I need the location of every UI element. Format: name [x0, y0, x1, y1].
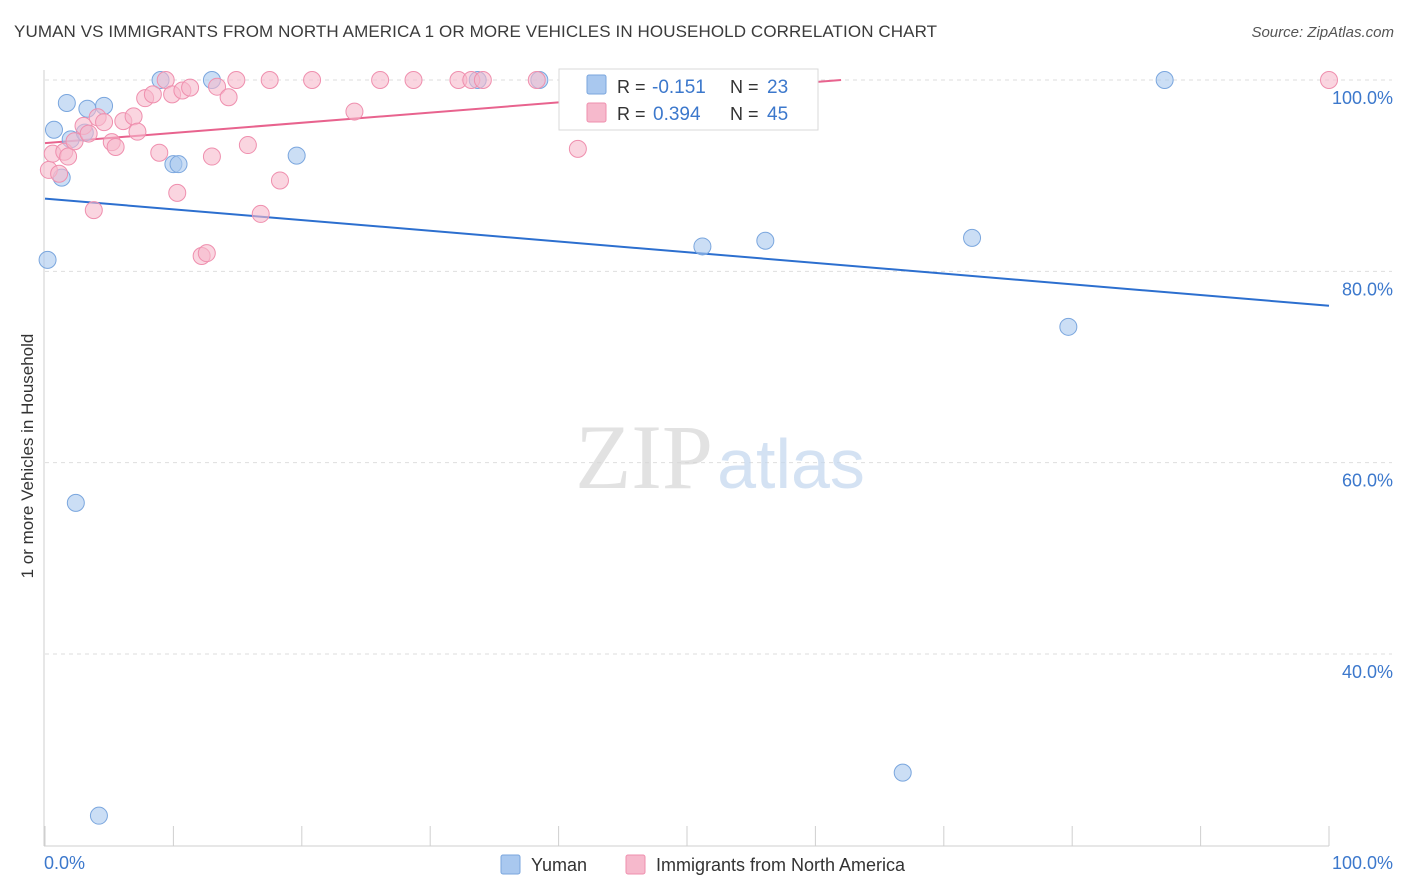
point-immigrants [202, 147, 221, 166]
point-yuman [44, 120, 63, 139]
point-immigrants [568, 139, 587, 158]
point-immigrants [168, 183, 187, 202]
bottom-legend: Yuman Immigrants from North America [500, 854, 906, 875]
point-yuman [38, 250, 57, 269]
watermark-zip: ZIP [575, 406, 713, 508]
watermark-atlas: atlas [717, 425, 865, 503]
trend-line-yuman [44, 197, 1330, 307]
y-tick-label: 40.0% [1342, 662, 1393, 682]
point-yuman [963, 228, 982, 247]
legend-n-label-2: N = [730, 104, 759, 124]
point-immigrants [128, 122, 147, 141]
point-immigrants [150, 143, 169, 162]
legend-swatch-yuman [586, 74, 607, 95]
point-immigrants [106, 137, 125, 156]
axes [43, 70, 1330, 847]
y-axis-label: 1 or more Vehicles in Household [18, 334, 37, 579]
y-tick-label: 60.0% [1342, 471, 1393, 491]
x-tick-label-min: 0.0% [44, 853, 85, 873]
point-immigrants [208, 77, 227, 96]
x-tick-labels: 0.0% 100.0% [44, 853, 1393, 873]
legend-r-label-1: R = [617, 77, 646, 97]
point-yuman [169, 155, 188, 174]
legend-r-value-2: 0.394 [653, 104, 701, 125]
point-immigrants [345, 102, 364, 121]
point-immigrants [84, 201, 103, 220]
point-immigrants [238, 136, 257, 155]
y-tick-labels: 40.0% 60.0% 80.0% 100.0% [1332, 88, 1393, 682]
point-immigrants [527, 71, 546, 89]
bottom-legend-swatch-immigrants [625, 854, 646, 875]
bottom-legend-swatch-yuman [500, 854, 521, 875]
legend-n-value-1: 23 [767, 77, 788, 98]
x-tick-label-max: 100.0% [1332, 853, 1393, 873]
y-tick-label: 100.0% [1332, 88, 1393, 108]
legend-r-value-1: -0.151 [652, 77, 706, 98]
point-immigrants [270, 171, 289, 190]
point-yuman [1059, 317, 1078, 336]
point-yuman [66, 493, 85, 512]
point-immigrants [197, 244, 216, 263]
point-immigrants [59, 147, 78, 166]
point-immigrants [251, 204, 270, 223]
y-tick-label: 80.0% [1342, 279, 1393, 299]
point-immigrants [260, 71, 279, 89]
point-immigrants [473, 71, 492, 89]
point-immigrants [79, 124, 98, 143]
point-immigrants [371, 71, 390, 89]
point-yuman [89, 806, 108, 825]
point-immigrants [404, 71, 423, 89]
watermark: ZIPatlas [575, 406, 865, 508]
chart-title: YUMAN VS IMMIGRANTS FROM NORTH AMERICA 1… [14, 22, 938, 41]
point-immigrants [124, 107, 143, 126]
point-immigrants [303, 71, 322, 89]
point-immigrants [219, 88, 238, 107]
point-immigrants [143, 85, 162, 104]
bottom-legend-label-yuman: Yuman [531, 855, 587, 875]
point-immigrants [65, 132, 84, 151]
point-immigrants [1320, 71, 1338, 89]
point-yuman [756, 231, 775, 250]
point-yuman [287, 146, 306, 165]
point-yuman [893, 763, 912, 782]
legend-n-label-1: N = [730, 77, 759, 97]
legend-r-label-2: R = [617, 104, 646, 124]
point-immigrants [95, 113, 114, 132]
point-yuman [1155, 71, 1174, 89]
point-immigrants [50, 164, 69, 183]
legend-n-value-2: 45 [767, 104, 788, 125]
chart-source: Source: ZipAtlas.com [1251, 24, 1394, 41]
stats-legend: R = -0.151 N = 23 R = 0.394 N = 45 [558, 68, 819, 131]
gridlines [45, 79, 1392, 655]
point-immigrants [227, 71, 246, 89]
legend-swatch-immigrants [586, 102, 607, 123]
bottom-legend-label-immigrants: Immigrants from North America [656, 855, 906, 875]
point-yuman [57, 93, 76, 112]
point-immigrants [181, 78, 200, 97]
point-yuman [693, 237, 712, 256]
